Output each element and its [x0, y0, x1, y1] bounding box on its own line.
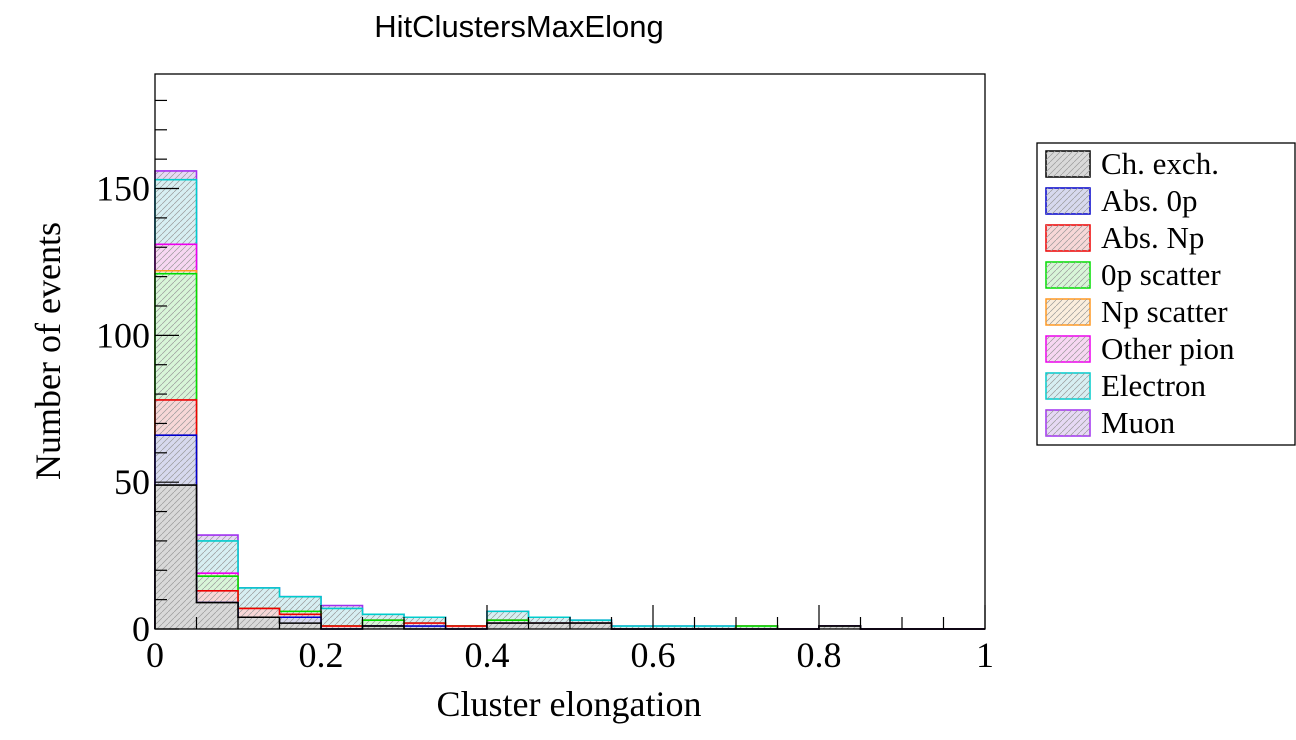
legend-label: Abs. 0p	[1101, 183, 1197, 218]
histogram-bar-hatch	[445, 626, 487, 629]
axis-ticks: 0 0.2 0.4 0.6 0.8 1 0 50 100 150	[96, 99, 994, 675]
legend-item: Abs. Np	[1045, 220, 1204, 255]
x-axis-label: Cluster elongation	[437, 684, 702, 724]
series-electron	[154, 178, 985, 630]
legend-label: Muon	[1101, 405, 1176, 440]
series-outline	[154, 170, 985, 630]
histogram-bar-hatch	[819, 626, 861, 629]
histogram-bar-hatch	[196, 602, 238, 629]
legend-label: Np scatter	[1101, 294, 1228, 329]
legend-item: Abs. 0p	[1045, 183, 1197, 218]
histogram-bars	[154, 170, 985, 630]
histogram-bar-hatch	[404, 626, 446, 629]
legend-item: Ch. exch.	[1045, 146, 1219, 181]
y-tick-label: 100	[96, 315, 150, 355]
legend-swatch-hatch	[1046, 336, 1090, 362]
series-np-scatter	[154, 269, 985, 630]
legend-swatch-hatch	[1046, 299, 1090, 325]
series-outline	[154, 269, 985, 630]
legend-swatch-hatch	[1046, 188, 1090, 214]
histogram-bar-hatch	[570, 623, 612, 629]
series-other-pion	[154, 243, 985, 630]
histogram-bar-hatch	[362, 620, 404, 629]
series-outline	[154, 272, 985, 630]
y-tick-label: 150	[96, 169, 150, 209]
x-tick-label: 1	[976, 635, 994, 675]
plot-frame	[154, 73, 986, 630]
legend-label: Abs. Np	[1101, 220, 1204, 255]
legend-item: Np scatter	[1045, 294, 1228, 329]
x-tick-label: 0.4	[465, 635, 510, 675]
histogram-bar-hatch	[611, 626, 653, 629]
legend-label: Ch. exch.	[1101, 146, 1219, 181]
x-tick-label: 0.2	[299, 635, 344, 675]
legend-swatch-hatch	[1046, 410, 1090, 436]
legend-swatch-hatch	[1046, 225, 1090, 251]
series-outline	[154, 178, 985, 630]
legend-item: Other pion	[1045, 331, 1235, 366]
histogram-bar-hatch	[487, 623, 529, 629]
y-tick-label: 0	[132, 609, 150, 649]
histogram-bar-hatch	[321, 626, 363, 629]
x-tick-label: 0	[146, 635, 164, 675]
histogram-bar-hatch	[694, 626, 736, 629]
legend-swatch-hatch	[1046, 262, 1090, 288]
series-outline	[154, 243, 985, 630]
legend-item: Muon	[1045, 405, 1176, 440]
histogram-bar-hatch	[528, 623, 570, 629]
series-0p-scatter	[154, 272, 985, 630]
legend-item: Electron	[1045, 368, 1207, 403]
histogram-bar-hatch	[362, 626, 404, 629]
histogram-bar-hatch	[653, 626, 695, 629]
histogram-bar-hatch	[736, 626, 778, 629]
histogram-bar-hatch	[238, 617, 280, 629]
legend-swatch-hatch	[1046, 151, 1090, 177]
legend-label: Other pion	[1101, 331, 1235, 366]
histogram-bar-hatch	[279, 623, 321, 629]
legend-item: 0p scatter	[1045, 257, 1221, 292]
x-tick-label: 0.6	[631, 635, 676, 675]
histogram-bar-hatch	[321, 608, 363, 629]
legend-label: 0p scatter	[1101, 257, 1221, 292]
y-tick-label: 50	[114, 462, 150, 502]
legend-swatch-hatch	[1046, 373, 1090, 399]
histogram-bar-hatch	[155, 485, 197, 629]
legend-label: Electron	[1101, 368, 1207, 403]
chart-title: HitClustersMaxElong	[374, 9, 663, 44]
series-muon	[154, 170, 985, 630]
x-tick-label: 0.8	[797, 635, 842, 675]
y-axis-label: Number of events	[28, 222, 68, 480]
